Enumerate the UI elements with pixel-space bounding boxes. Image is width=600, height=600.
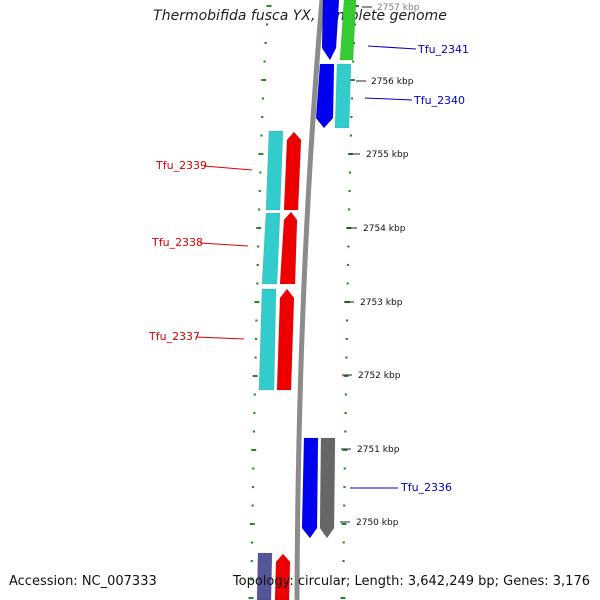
gene-features	[256, 0, 357, 600]
leader-tfu-2339	[203, 165, 253, 171]
genome-backbone	[294, 0, 325, 600]
scale-tick-label: 2753 kbp	[360, 298, 403, 308]
gene-tfu-2341-gene-arrow[interactable]	[339, 0, 357, 61]
gene-tfu-2340-cds-arrow[interactable]	[315, 63, 335, 129]
gene-tfu-2337-gene-bar[interactable]	[258, 288, 277, 391]
scale-tick-label: 2754 kbp	[363, 224, 406, 234]
scale-tick-label: 2751 kbp	[357, 445, 400, 455]
genome-title: Thermobifida fusca YX, complete genome	[153, 8, 447, 24]
genome-summary-label: Topology: circular; Length: 3,642,249 bp…	[232, 574, 590, 589]
gene-partial-red-arrow[interactable]	[274, 553, 291, 600]
scale-tick-label: 2750 kbp	[356, 518, 399, 528]
gene-label-tfu-2339[interactable]: Tfu_2339	[155, 159, 207, 172]
gene-label-leaders	[195, 45, 417, 489]
leader-tfu-2338	[199, 242, 249, 247]
gene-tfu-2336-gray-arrow[interactable]	[319, 437, 336, 539]
scale-tick-label: 2752 kbp	[358, 371, 401, 381]
leader-tfu-2337	[195, 336, 245, 340]
gene-tfu-2339-cds-arrow[interactable]	[283, 131, 302, 211]
gene-label-tfu-2341[interactable]: Tfu_2341	[417, 43, 469, 56]
gene-partial-purple-bar[interactable]	[256, 552, 273, 600]
gene-label-tfu-2336[interactable]: Tfu_2336	[400, 481, 452, 494]
scale-tick-label: 2757 kbp	[377, 3, 420, 13]
gene-label-tfu-2337[interactable]: Tfu_2337	[148, 330, 200, 343]
gene-tfu-2337-cds-arrow[interactable]	[276, 288, 295, 391]
gene-tfu-2341-cds-arrow[interactable]	[321, 0, 340, 61]
scale-ruler: 2757 kbp 2756 kbp 2755 kbp 2754 kbp 2753…	[340, 3, 420, 528]
gene-tfu-2338-cds-arrow[interactable]	[279, 211, 298, 285]
gene-label-tfu-2338[interactable]: Tfu_2338	[151, 236, 203, 249]
leader-tfu-2341	[367, 45, 417, 50]
leader-tfu-2340	[364, 97, 413, 101]
gene-tfu-2340-gene-arrow[interactable]	[334, 63, 352, 129]
gene-tfu-2339-gene-bar[interactable]	[265, 130, 284, 211]
gene-label-tfu-2340[interactable]: Tfu_2340	[413, 94, 465, 107]
scale-tick-label: 2756 kbp	[371, 77, 414, 87]
gene-tfu-2338-gene-bar[interactable]	[261, 212, 281, 285]
accession-label: Accession: NC_007333	[9, 574, 157, 589]
scale-tick-label: 2755 kbp	[366, 150, 409, 160]
gene-tfu-2336-cds-arrow[interactable]	[301, 437, 319, 539]
